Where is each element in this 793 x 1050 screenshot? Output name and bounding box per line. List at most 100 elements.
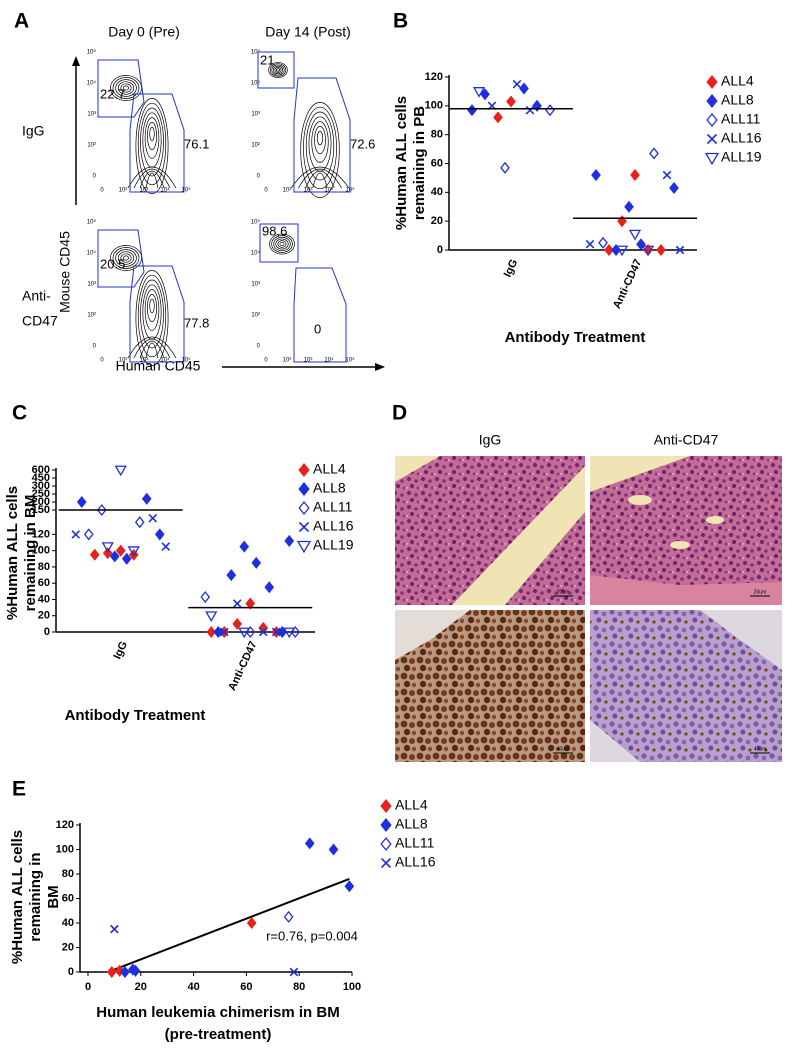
x-axis-title: Antibody Treatment bbox=[505, 329, 646, 346]
bone bbox=[590, 575, 782, 605]
y-tick-label: 40 bbox=[62, 917, 74, 929]
data-point bbox=[161, 542, 171, 551]
data-point bbox=[106, 965, 117, 979]
legend-label: ALL19 bbox=[721, 149, 762, 165]
data-point bbox=[662, 170, 672, 180]
flow-tick: 10³ bbox=[87, 282, 96, 288]
y-tick-label: 80 bbox=[431, 129, 443, 141]
contour bbox=[127, 336, 177, 359]
data-point bbox=[130, 964, 141, 977]
flow-tick: 10² bbox=[283, 188, 292, 194]
data-point bbox=[512, 79, 522, 89]
legend-marker bbox=[706, 74, 718, 90]
y-tick-label: 100 bbox=[32, 545, 50, 557]
flow-tick: 10³ bbox=[251, 112, 260, 118]
flow-tick: 10⁴ bbox=[87, 80, 97, 87]
data-point bbox=[641, 245, 655, 257]
data-point bbox=[213, 625, 224, 639]
data-point bbox=[591, 168, 601, 182]
contour bbox=[139, 340, 165, 359]
data-point bbox=[344, 880, 355, 893]
flow-tick: 0 bbox=[264, 358, 268, 364]
data-point bbox=[283, 910, 294, 923]
data-point bbox=[232, 599, 242, 608]
gate bbox=[97, 59, 145, 118]
gate-value: 77.8 bbox=[184, 315, 209, 330]
row-label: IgG bbox=[22, 123, 45, 139]
column-header: Anti-CD47 bbox=[654, 432, 719, 448]
background bbox=[395, 610, 470, 660]
contour bbox=[300, 102, 340, 198]
panel-label: E bbox=[12, 778, 26, 801]
legend-label: ALL4 bbox=[313, 461, 346, 477]
data-point bbox=[264, 581, 275, 594]
contour bbox=[145, 342, 159, 359]
legend-marker bbox=[704, 152, 720, 166]
data-point bbox=[141, 492, 152, 505]
flow-tick: 10² bbox=[251, 313, 260, 319]
y-tick-label: 250 bbox=[32, 488, 50, 500]
flow-tick: 10⁴ bbox=[87, 250, 97, 257]
legend-marker bbox=[380, 836, 392, 852]
data-point bbox=[110, 924, 119, 934]
gate bbox=[293, 77, 351, 193]
legend-label: ALL4 bbox=[721, 73, 754, 89]
y-tick-label: 100 bbox=[56, 843, 74, 855]
legend-marker bbox=[380, 798, 392, 814]
y-tick-label: 20 bbox=[431, 215, 443, 227]
data-point bbox=[239, 540, 250, 553]
gate-value: 22.7 bbox=[100, 86, 125, 101]
data-point bbox=[545, 104, 555, 117]
data-point bbox=[232, 617, 243, 630]
data-point bbox=[101, 542, 114, 553]
contour bbox=[271, 235, 293, 253]
gate bbox=[129, 265, 185, 363]
legend-marker bbox=[380, 857, 392, 869]
data-point bbox=[328, 843, 339, 856]
y-tick-label: 40 bbox=[431, 186, 443, 198]
fat-space bbox=[670, 541, 690, 549]
y-tick-label: 20 bbox=[38, 610, 50, 622]
contour bbox=[133, 338, 171, 359]
x-axis-title: Human leukemia chimerism in BM bbox=[96, 1004, 339, 1021]
legend-marker bbox=[298, 481, 310, 497]
flow-tick: 10² bbox=[87, 313, 96, 319]
flow-tick: 10³ bbox=[140, 188, 149, 194]
data-point bbox=[206, 625, 217, 639]
contour bbox=[120, 83, 132, 93]
data-point bbox=[154, 528, 165, 541]
contour bbox=[140, 107, 164, 177]
data-point bbox=[115, 544, 126, 557]
legend-marker bbox=[706, 133, 718, 145]
arrow-head bbox=[72, 56, 80, 66]
x-tick-label: 40 bbox=[187, 981, 199, 993]
legend-label: ALL8 bbox=[721, 92, 754, 108]
data-point bbox=[519, 82, 529, 95]
y-axis-title: %Human ALL cells bbox=[393, 96, 410, 230]
data-point bbox=[506, 95, 516, 108]
column-header: IgG bbox=[479, 432, 502, 448]
gate bbox=[129, 93, 185, 193]
y-axis-title: remaining in BM bbox=[22, 495, 39, 612]
contour bbox=[305, 111, 335, 181]
contour bbox=[316, 130, 324, 146]
gate-value: 0 bbox=[314, 321, 321, 336]
data-point bbox=[289, 967, 299, 977]
trend-line bbox=[114, 877, 350, 971]
data-point bbox=[585, 239, 595, 249]
data-point bbox=[493, 111, 503, 124]
contour bbox=[275, 238, 289, 250]
contour bbox=[137, 274, 167, 358]
x-tick-label: Anti-CD47 bbox=[226, 639, 259, 692]
contour bbox=[140, 279, 164, 349]
contour bbox=[149, 126, 155, 142]
contour bbox=[137, 102, 167, 186]
contour bbox=[269, 63, 287, 77]
contour bbox=[277, 240, 287, 248]
flow-tick: 10³ bbox=[251, 282, 260, 288]
flow-tick: 10⁴ bbox=[160, 357, 170, 364]
data-point bbox=[121, 552, 132, 565]
x-tick-label: 100 bbox=[343, 981, 361, 993]
x-tick-label: IgG bbox=[111, 639, 130, 661]
